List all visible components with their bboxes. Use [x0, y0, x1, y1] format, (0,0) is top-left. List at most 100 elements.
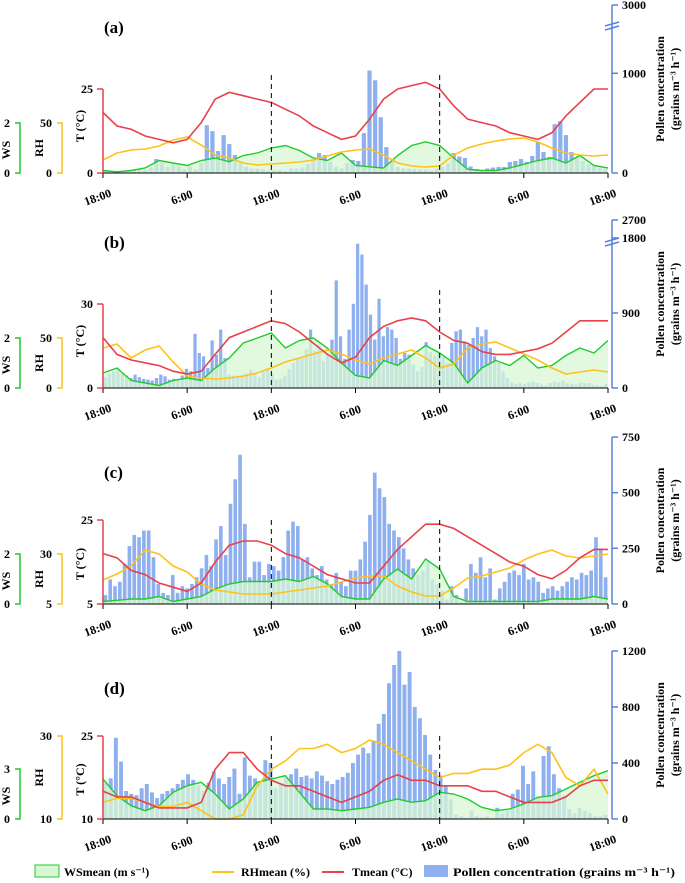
pollen-bar — [480, 336, 484, 388]
pollen-bar — [475, 327, 480, 388]
ws-tick-label: 0 — [4, 597, 10, 611]
pollen-bar — [170, 575, 175, 604]
pollen-bar — [428, 754, 433, 819]
pollen-bar — [488, 568, 492, 604]
pollen-bar — [526, 579, 531, 604]
rh-line — [102, 136, 609, 168]
pollen-bar — [478, 557, 483, 604]
pollen-bar — [377, 488, 382, 604]
pollen-bar — [483, 577, 488, 604]
pollen-tick-label: 0 — [622, 597, 628, 611]
pollen-bar — [151, 557, 156, 604]
t-line — [102, 523, 608, 593]
pollen-bar — [394, 337, 398, 388]
pollen-bar — [502, 581, 507, 604]
pollen-axis-unit: (grains m⁻³ h⁻¹) — [668, 694, 682, 777]
pollen-bar — [222, 784, 227, 819]
pollen-bar — [371, 740, 376, 819]
pollen-bar — [348, 570, 353, 604]
panel-label: (a) — [104, 18, 124, 37]
ws-area — [103, 333, 608, 388]
pollen-bar — [139, 788, 144, 819]
pollen-bar — [334, 572, 339, 604]
pollen-bar — [363, 541, 367, 604]
pollen-bar — [144, 784, 149, 819]
pollen-axis-title: Pollen concentration — [653, 467, 667, 573]
x-tick-label: 6:00 — [169, 833, 194, 854]
pollen-tick-label: 3000 — [622, 0, 646, 12]
pollen-bar — [376, 723, 381, 819]
pollen-bar — [381, 714, 386, 819]
pollen-bar — [546, 746, 551, 819]
axis-break-mark — [604, 241, 620, 247]
pollen-bar — [372, 472, 377, 604]
ws-tick-label: 0 — [4, 381, 10, 395]
pollen-bar — [541, 756, 546, 819]
t-line — [102, 751, 608, 809]
pollen-bar — [353, 570, 358, 604]
pollen-bar — [531, 577, 536, 604]
ws-axis — [15, 768, 21, 820]
pollen-bar — [132, 534, 137, 604]
pollen-tick-label: 750 — [622, 430, 640, 444]
rh-line — [102, 739, 609, 820]
pollen-bar — [579, 572, 584, 604]
pollen-bar — [387, 523, 391, 604]
ws-axis-title: WS — [0, 571, 13, 590]
pollen-bar — [210, 340, 214, 388]
rh-axis-title: RH — [32, 569, 46, 588]
pollen-bar — [325, 781, 330, 819]
pollen-bar — [351, 303, 355, 388]
legend-rh-label: RHmean (%) — [241, 865, 310, 879]
legend-ws-label: WSmean (m s⁻¹) — [64, 865, 149, 879]
ws-tick-label: 2 — [4, 547, 10, 561]
pollen-bar — [320, 775, 324, 819]
ws-line — [102, 770, 609, 812]
rh-axis-title: RH — [32, 768, 46, 787]
x-tick-label: 6:00 — [506, 187, 531, 208]
pollen-bar — [384, 147, 389, 173]
pollen-bar — [238, 454, 242, 604]
pollen-bar — [356, 243, 360, 388]
pollen-bar — [473, 572, 478, 604]
t-tick-label: 0 — [87, 166, 93, 180]
pollen-bar — [364, 284, 368, 388]
pollen-bar — [417, 718, 422, 819]
pollen-axis-title: Pollen concentration — [653, 251, 667, 357]
pollen-bar — [463, 341, 467, 388]
pollen-bar — [233, 479, 238, 604]
pollen-bar — [522, 563, 526, 604]
pollen-bar — [521, 765, 525, 819]
ws-axis-title: WS — [0, 355, 13, 374]
pollen-bar — [367, 70, 372, 173]
x-tick-label: 18:00 — [419, 832, 450, 855]
ws-tick-label: 0 — [4, 812, 10, 826]
pollen-bar — [347, 329, 351, 388]
rh-axis-title: RH — [32, 138, 46, 157]
pollen-bar — [361, 747, 366, 819]
pollen-bar — [402, 684, 407, 819]
pollen-tick-label: 2700 — [622, 213, 646, 227]
pollen-bar — [555, 590, 560, 604]
pollen-bar — [103, 595, 108, 604]
ws-line — [102, 141, 609, 173]
x-tick-label: 18:00 — [419, 617, 450, 640]
t-line — [102, 81, 608, 144]
rh-tick-label: 30 — [40, 729, 52, 743]
pollen-bar — [345, 772, 350, 819]
pollen-bar — [584, 575, 589, 604]
x-tick-label: 18:00 — [82, 617, 113, 640]
pollen-bar — [340, 777, 345, 819]
pollen-bar — [541, 592, 545, 604]
panel-a: 18:00 6:00 18:00 6:00 18:00 6:00 18:00 (a) 0 25 T … — [0, 0, 682, 209]
ws-tick-label: 2 — [4, 116, 10, 130]
ws-line — [102, 332, 609, 387]
x-tick-label: 18:00 — [587, 617, 618, 640]
pollen-bar — [113, 586, 117, 604]
pollen-bar — [113, 737, 118, 819]
pollen-bar — [594, 537, 598, 604]
pollen-bar — [565, 581, 569, 604]
pollen-bar — [190, 583, 194, 604]
pollen-bar — [119, 761, 123, 819]
pollen-bar — [558, 121, 563, 173]
